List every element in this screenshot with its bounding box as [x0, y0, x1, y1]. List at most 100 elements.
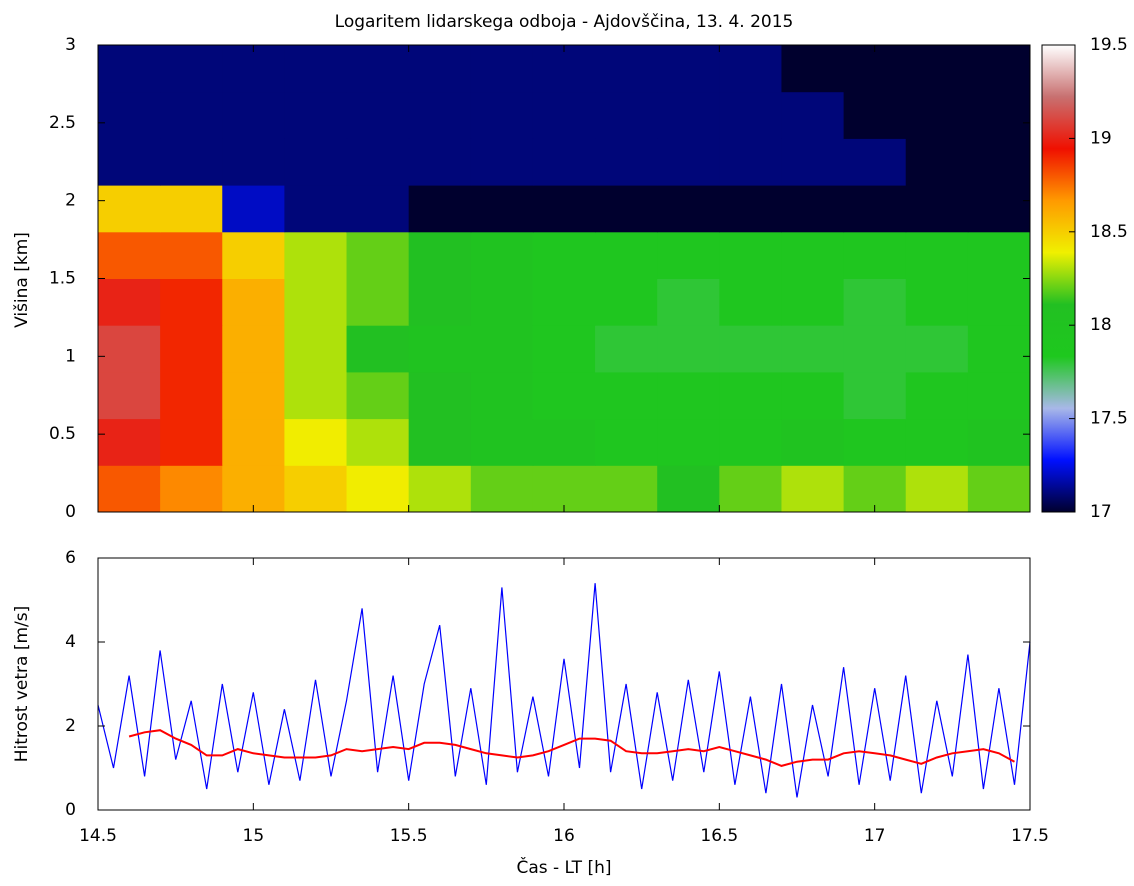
heat-cell	[843, 465, 907, 513]
heat-cell	[284, 45, 348, 93]
heat-cell	[532, 325, 596, 373]
heat-cell	[657, 231, 720, 279]
heat-cell	[532, 45, 596, 93]
heat-cell	[905, 371, 969, 420]
heat-cell	[719, 45, 782, 93]
heat-cell	[222, 45, 285, 93]
heat-cell	[719, 185, 782, 233]
heat-cell	[657, 325, 720, 373]
x-axis-label: Čas - LT [h]	[516, 856, 611, 878]
heat-cell	[905, 45, 969, 93]
heat-cell	[98, 278, 161, 326]
heat-cell	[98, 325, 161, 373]
heat-cell	[532, 91, 596, 139]
heat-cell	[284, 418, 348, 466]
heat-cell	[222, 138, 285, 186]
heat-cell	[719, 278, 782, 326]
heat-cell	[470, 371, 534, 420]
heat-cell	[781, 91, 845, 139]
heat-cell	[595, 45, 658, 93]
y-tick-label: 2.5	[49, 113, 76, 133]
heat-cell	[595, 278, 658, 326]
heat-cell	[346, 91, 410, 139]
heat-cell	[781, 185, 845, 233]
y-tick-label: 1.5	[49, 269, 76, 289]
heat-cell	[719, 91, 782, 139]
x-tick-label: 15.5	[390, 826, 428, 846]
heat-cell	[843, 231, 907, 279]
heat-cell	[843, 418, 907, 466]
y-axis-label: Hitrost vetra [m/s]	[12, 606, 32, 763]
heat-cell	[532, 185, 596, 233]
heat-cell	[160, 45, 223, 93]
heat-cell	[470, 185, 534, 233]
heat-cell	[657, 45, 720, 93]
heat-cell	[595, 325, 658, 373]
y-tick-label: 6	[65, 548, 76, 568]
heat-cell	[595, 465, 658, 513]
heat-cell	[905, 185, 969, 233]
x-tick-label: 16	[553, 826, 575, 846]
heat-cell	[222, 371, 285, 420]
heat-cell	[408, 45, 472, 93]
heat-cell	[905, 278, 969, 326]
heat-cell	[905, 91, 969, 139]
heat-cell	[222, 278, 285, 326]
heat-cell	[470, 91, 534, 139]
heat-cell	[160, 465, 223, 513]
heat-cell	[284, 138, 348, 186]
heat-cell	[532, 371, 596, 420]
heat-cell	[160, 371, 223, 420]
heat-cell	[408, 278, 472, 326]
heat-cell	[781, 45, 845, 93]
heat-cell	[967, 465, 1031, 513]
heat-cell	[98, 418, 161, 466]
heat-cell	[595, 371, 658, 420]
y-tick-label: 0	[65, 800, 76, 820]
heat-cell	[905, 465, 969, 513]
heat-cell	[719, 418, 782, 466]
heat-cell	[284, 325, 348, 373]
heat-cell	[967, 138, 1031, 186]
heat-cell	[967, 231, 1031, 279]
heat-cell	[98, 45, 161, 93]
x-tick-label: 15	[243, 826, 265, 846]
heat-cell	[346, 138, 410, 186]
colorbar-tick-label: 18.5	[1090, 222, 1128, 242]
heat-cell	[905, 231, 969, 279]
y-tick-label: 1	[65, 346, 76, 366]
heat-cell	[967, 371, 1031, 420]
heat-cell	[222, 185, 285, 233]
heat-cell	[408, 418, 472, 466]
heat-cell	[967, 325, 1031, 373]
heat-cell	[595, 231, 658, 279]
y-tick-label: 4	[65, 632, 76, 652]
heat-cell	[408, 371, 472, 420]
heat-cell	[222, 465, 285, 513]
heat-cell	[470, 231, 534, 279]
heat-cell	[843, 138, 907, 186]
heat-cell	[532, 138, 596, 186]
heat-cell	[843, 91, 907, 139]
heat-cell	[657, 138, 720, 186]
colorbar-tick-label: 18	[1090, 315, 1112, 335]
colorbar-tick-label: 17.5	[1090, 409, 1128, 429]
heat-cell	[719, 465, 782, 513]
heat-cell	[160, 185, 223, 233]
x-tick-label: 17	[864, 826, 886, 846]
heat-cell	[657, 91, 720, 139]
heat-cell	[532, 231, 596, 279]
line-series	[128, 729, 1015, 767]
heat-cell	[98, 371, 161, 420]
heat-cell	[98, 231, 161, 279]
heat-cell	[905, 138, 969, 186]
heat-cell	[160, 231, 223, 279]
heat-cell	[967, 185, 1031, 233]
heat-cell	[346, 465, 410, 513]
heat-cell	[967, 45, 1031, 93]
y-tick-label: 3	[65, 35, 76, 55]
heat-cell	[595, 138, 658, 186]
heat-cell	[408, 91, 472, 139]
heat-cell	[781, 371, 845, 420]
heat-cell	[284, 371, 348, 420]
